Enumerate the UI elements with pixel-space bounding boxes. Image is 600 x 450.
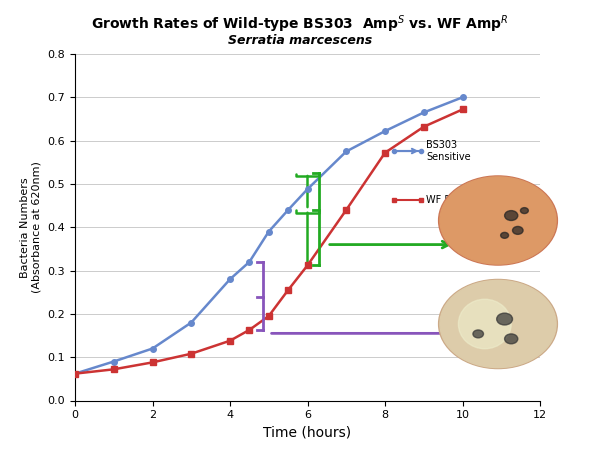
Line: BS303
Sensitive: BS303 Sensitive <box>72 94 465 376</box>
WF Resistant <box>149 360 156 365</box>
Text: Growth Rates of Wild-type BS303  Amp$^S$ vs. WF Amp$^R$: Growth Rates of Wild-type BS303 Amp$^S$ … <box>91 14 509 35</box>
Ellipse shape <box>505 334 518 344</box>
Ellipse shape <box>520 207 529 214</box>
BS303
Sensitive <box>382 128 389 134</box>
WF Resistant <box>304 263 311 268</box>
BS303
Sensitive <box>71 371 79 376</box>
Line: WF Resistant: WF Resistant <box>72 107 465 376</box>
WF Resistant <box>459 107 466 112</box>
BS303
Sensitive <box>343 149 350 154</box>
Ellipse shape <box>439 176 557 265</box>
BS303
Sensitive <box>110 359 118 364</box>
Text: BS303
Sensitive: BS303 Sensitive <box>426 140 471 162</box>
BS303
Sensitive <box>226 276 233 282</box>
BS303
Sensitive <box>149 346 156 351</box>
Ellipse shape <box>440 177 556 264</box>
Ellipse shape <box>497 313 512 325</box>
WF Resistant <box>246 327 253 333</box>
Text: Serratia marcescens: Serratia marcescens <box>228 34 372 47</box>
Text: WF Resistant: WF Resistant <box>426 194 490 205</box>
WF Resistant <box>420 124 427 130</box>
Ellipse shape <box>473 330 484 338</box>
Y-axis label: Bacteria Numbers
(Absorbance at 620nm): Bacteria Numbers (Absorbance at 620nm) <box>20 161 42 293</box>
BS303
Sensitive <box>246 259 253 265</box>
WF Resistant <box>265 313 272 319</box>
BS303
Sensitive <box>420 110 427 115</box>
Ellipse shape <box>512 226 523 234</box>
WF Resistant <box>343 207 350 213</box>
BS303
Sensitive <box>304 186 311 192</box>
WF Resistant <box>284 288 292 293</box>
Ellipse shape <box>440 280 556 368</box>
WF Resistant <box>110 367 118 372</box>
WF Resistant <box>382 150 389 155</box>
WF Resistant <box>226 338 233 343</box>
WF Resistant <box>188 351 195 356</box>
Ellipse shape <box>439 279 557 369</box>
Ellipse shape <box>458 299 511 349</box>
BS303
Sensitive <box>459 94 466 100</box>
BS303
Sensitive <box>284 207 292 213</box>
BS303
Sensitive <box>265 229 272 234</box>
Ellipse shape <box>505 211 518 220</box>
X-axis label: Time (hours): Time (hours) <box>263 426 352 440</box>
BS303
Sensitive <box>188 320 195 325</box>
WF Resistant <box>71 371 79 376</box>
Ellipse shape <box>500 232 509 239</box>
